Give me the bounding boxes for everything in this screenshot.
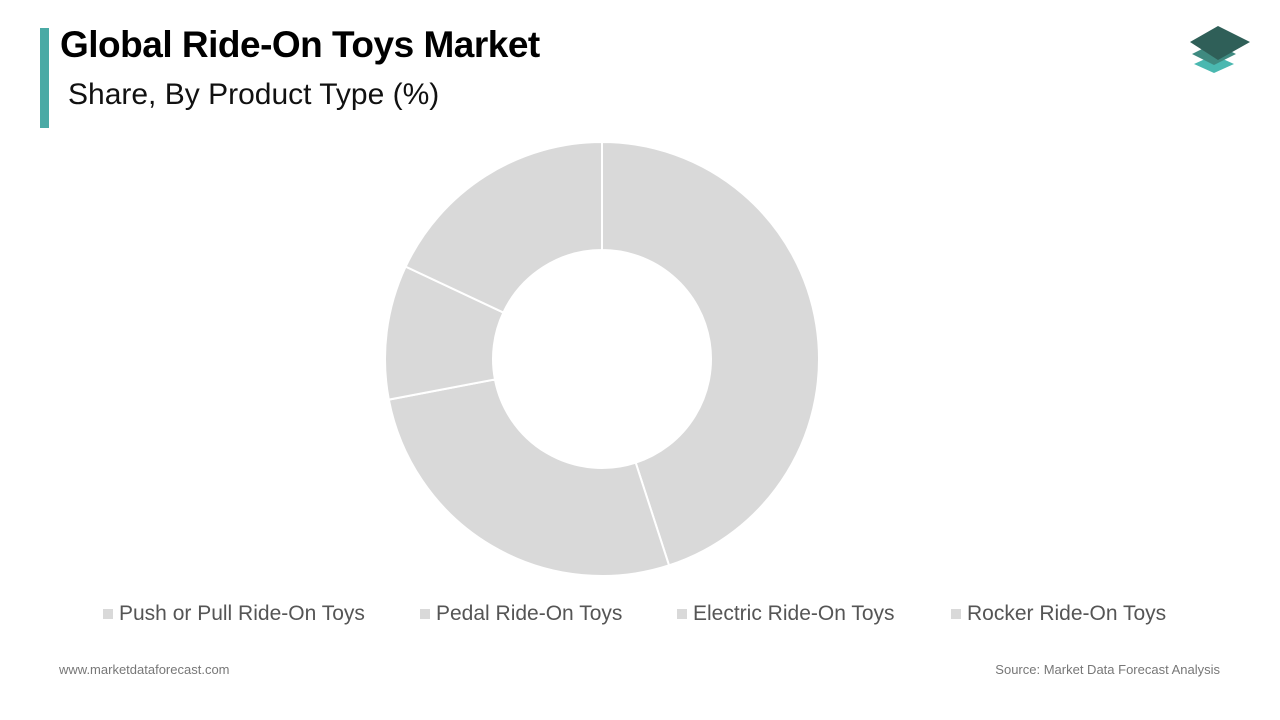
legend-swatch (103, 609, 113, 619)
website-footer: www.marketdataforecast.com (59, 662, 230, 677)
donut-slice-2 (387, 378, 671, 577)
page-title: Global Ride-On Toys Market (60, 24, 540, 65)
legend-item: Push or Pull Ride-On Toys (103, 600, 365, 628)
source-footer: Source: Market Data Forecast Analysis (995, 662, 1220, 677)
legend-swatch (420, 609, 430, 619)
legend-swatch (951, 609, 961, 619)
legend-label: Rocker Ride-On Toys (967, 602, 1167, 625)
page-subtitle: Share, By Product Type (%) (68, 78, 440, 111)
legend-item: Rocker Ride-On Toys (951, 600, 1166, 628)
legend-item: Pedal Ride-On Toys (420, 600, 622, 628)
legend-swatch (677, 609, 687, 619)
legend-item: Electric Ride-On Toys (677, 600, 895, 628)
donut-slice-1 (601, 140, 820, 567)
donut-slice-4 (404, 140, 603, 314)
title-accent-bar (40, 28, 49, 128)
legend-label: Electric Ride-On Toys (693, 602, 895, 625)
legend-label: Pedal Ride-On Toys (436, 602, 623, 625)
legend-label: Push or Pull Ride-On Toys (119, 602, 365, 625)
stacked-layers-icon (1190, 26, 1250, 73)
